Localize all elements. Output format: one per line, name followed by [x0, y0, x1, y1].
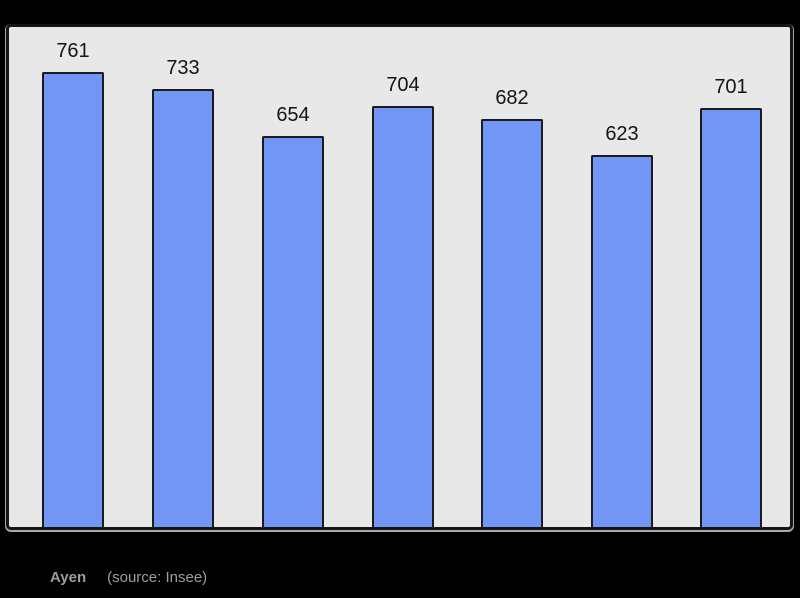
bar-column: 682 — [481, 27, 543, 527]
bar-value-label: 704 — [386, 74, 420, 96]
bar-value-label: 701 — [714, 76, 748, 98]
bar-value-label: 682 — [495, 87, 529, 109]
chart-panel: 761 733 654 704 682 623 701 — [6, 24, 793, 530]
bar-column: 704 — [372, 27, 434, 527]
bar — [700, 108, 762, 527]
caption-source: (source: Insee) — [107, 569, 208, 586]
bar — [481, 119, 543, 527]
bar-value-label: 654 — [276, 104, 310, 126]
bar — [42, 72, 104, 527]
bar-column: 761 — [42, 27, 104, 527]
bar-value-label: 733 — [166, 57, 200, 79]
bar-column: 701 — [700, 27, 762, 527]
bar — [372, 106, 434, 527]
bar-value-label: 623 — [605, 123, 639, 145]
bar — [591, 155, 653, 527]
bar-column: 654 — [262, 27, 324, 527]
caption-place: Ayen — [50, 569, 87, 586]
bar-value-label: 761 — [56, 40, 90, 62]
chart-caption: Ayen (source: Insee) — [50, 569, 207, 586]
bar-column: 623 — [591, 27, 653, 527]
bar-column: 733 — [152, 27, 214, 527]
plot-area: 761 733 654 704 682 623 701 — [9, 27, 790, 527]
bar — [152, 89, 214, 527]
bar — [262, 136, 324, 527]
